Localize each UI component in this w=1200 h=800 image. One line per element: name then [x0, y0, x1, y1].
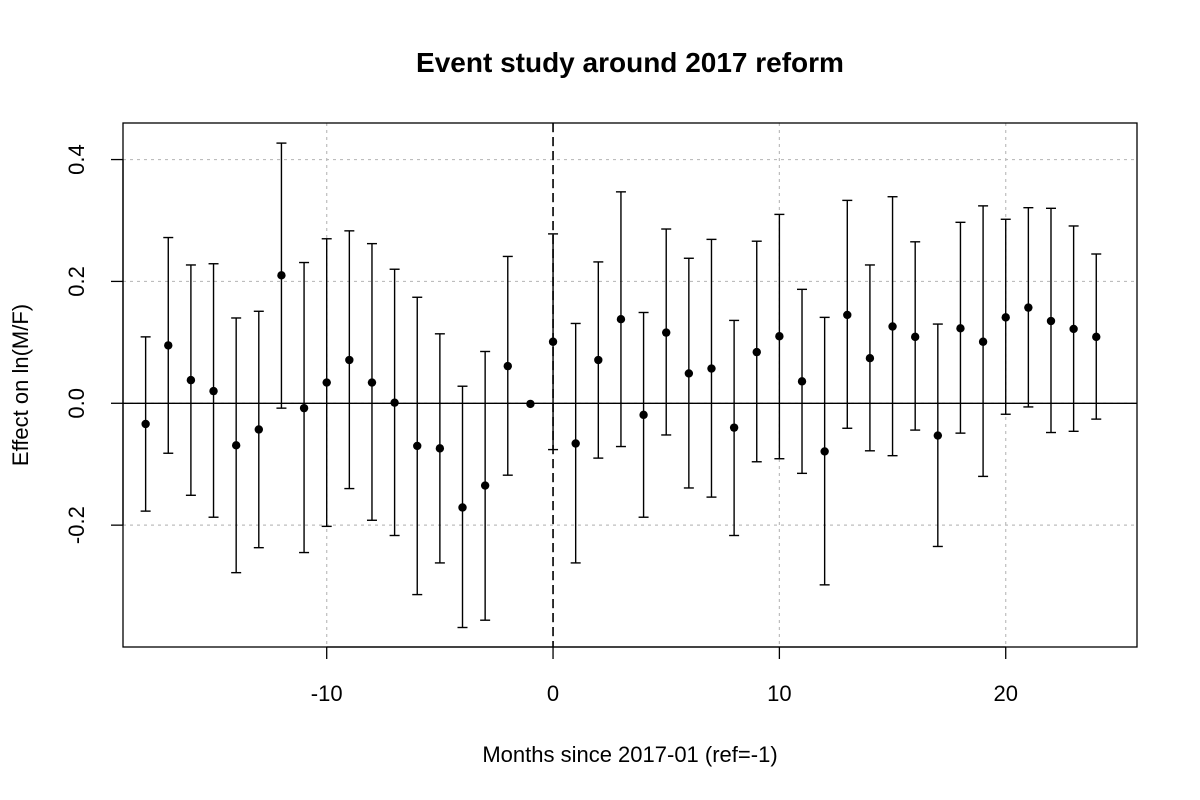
data-point — [888, 322, 897, 331]
y-tick-label: 0.2 — [64, 266, 89, 297]
data-point — [435, 444, 445, 453]
data-point — [254, 425, 264, 434]
chart-title: Event study around 2017 reform — [416, 47, 844, 78]
data-point — [662, 328, 671, 337]
data-series — [140, 142, 1102, 629]
data-point — [978, 337, 988, 346]
y-tick-label: 0.4 — [64, 144, 89, 175]
data-point — [1092, 332, 1101, 342]
reference-lines — [123, 123, 1137, 647]
data-point — [933, 431, 943, 440]
data-point — [616, 314, 626, 324]
x-axis-label: Months since 2017-01 (ref=-1) — [482, 742, 777, 767]
data-point — [1069, 324, 1078, 334]
data-point — [186, 375, 196, 385]
plot-frame — [122, 122, 1138, 648]
x-axis: -10 0 10 20 — [311, 646, 1018, 706]
data-point — [322, 378, 331, 387]
data-point — [956, 324, 965, 333]
data-point — [843, 310, 852, 320]
y-tick-label: -0.2 — [64, 506, 89, 544]
y-tick-label: 0.0 — [64, 388, 89, 419]
x-tick-label: 10 — [767, 681, 791, 706]
data-point — [299, 403, 309, 413]
data-point — [503, 361, 512, 371]
data-point — [752, 347, 761, 357]
data-point — [910, 332, 920, 342]
data-point — [1024, 303, 1033, 312]
data-point — [277, 271, 286, 280]
data-point — [548, 337, 558, 346]
data-point — [729, 423, 739, 432]
data-point — [775, 332, 784, 341]
data-point — [231, 441, 241, 450]
data-point — [390, 398, 399, 407]
data-point — [1046, 316, 1056, 326]
data-point — [797, 377, 807, 386]
data-point — [480, 481, 490, 490]
data-point — [707, 364, 716, 373]
data-point — [526, 399, 535, 409]
data-point — [458, 503, 467, 512]
data-point — [1001, 313, 1010, 322]
data-point — [164, 341, 173, 350]
data-point — [413, 441, 422, 451]
y-axis: -0.2 0.0 0.2 0.4 — [64, 144, 124, 544]
data-point — [571, 439, 580, 448]
data-point — [141, 419, 150, 429]
data-point — [820, 447, 829, 456]
x-tick-label: 20 — [993, 681, 1017, 706]
grid-lines — [123, 123, 1137, 647]
data-point — [684, 369, 694, 378]
x-tick-label: -10 — [311, 681, 343, 706]
data-point — [639, 410, 648, 420]
data-point — [345, 355, 354, 365]
data-point — [594, 355, 603, 365]
data-point — [367, 378, 377, 387]
data-point — [865, 353, 875, 363]
y-axis-label: Effect on ln(M/F) — [8, 304, 33, 466]
data-point — [209, 386, 218, 396]
x-tick-label: 0 — [547, 681, 559, 706]
